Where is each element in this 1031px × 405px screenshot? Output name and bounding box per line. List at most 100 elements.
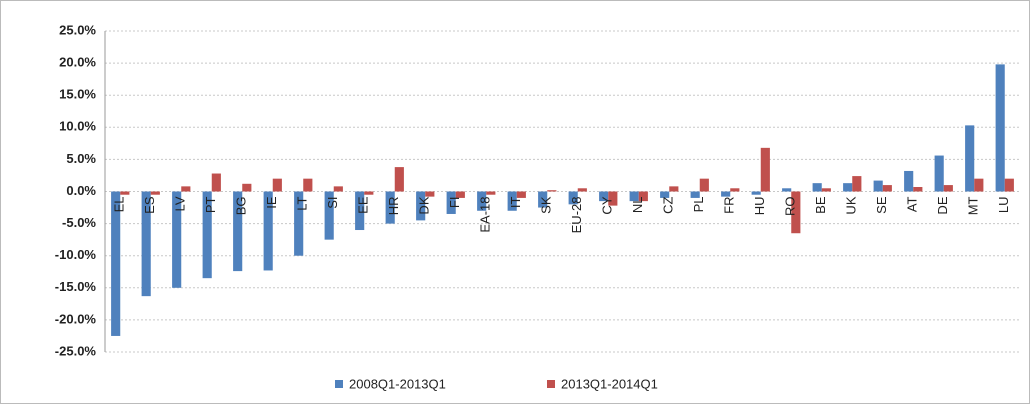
bar (355, 191, 365, 231)
y-tick-label: 5.0% (66, 151, 96, 166)
bar (455, 191, 465, 198)
bar (995, 64, 1005, 192)
bar (760, 147, 770, 192)
x-tick-label: SK (539, 196, 554, 214)
bar (416, 191, 426, 221)
legend-swatch (335, 380, 343, 388)
bar (843, 183, 853, 192)
x-tick-label: RO (783, 197, 798, 217)
bar (263, 191, 273, 271)
y-tick-label: -25.0% (55, 343, 97, 358)
x-tick-label: NL (630, 197, 645, 214)
bar (486, 191, 496, 195)
bar (516, 191, 526, 198)
bar (638, 191, 648, 202)
bar (150, 191, 160, 195)
bar (233, 191, 243, 272)
bar (873, 180, 883, 192)
bar (507, 191, 517, 211)
bar (446, 191, 456, 214)
bar (303, 178, 313, 192)
bar (782, 188, 792, 192)
x-tick-label: UK (844, 196, 859, 214)
bar (141, 191, 151, 297)
x-tick-label: PT (203, 196, 218, 213)
bar (385, 191, 395, 224)
y-tick-label: -5.0% (62, 215, 96, 230)
bar (1004, 178, 1014, 192)
bar (629, 191, 639, 202)
legend-label: 2008Q1-2013Q1 (349, 376, 446, 391)
bar (608, 191, 618, 206)
bar (699, 178, 709, 192)
bar (211, 173, 221, 192)
bar (172, 191, 182, 288)
bar (965, 125, 975, 192)
x-tick-label: IT (508, 196, 523, 208)
bar (272, 178, 282, 192)
bar (120, 191, 130, 195)
bar (547, 190, 557, 192)
bar (974, 178, 984, 192)
bar (730, 188, 740, 192)
bar (904, 170, 914, 192)
bar (425, 191, 435, 197)
x-tick-label: BE (813, 196, 828, 214)
y-tick-label: 25.0% (59, 22, 96, 37)
bar (181, 186, 191, 192)
x-tick-label: HR (386, 197, 401, 216)
x-tick-label: CY (600, 196, 615, 214)
bar (943, 185, 953, 192)
bar (324, 191, 334, 240)
bar (599, 191, 609, 202)
x-tick-label: SI (325, 197, 340, 209)
bar (202, 191, 212, 279)
y-tick-label: 20.0% (59, 55, 96, 70)
bar (111, 191, 121, 336)
bar (690, 191, 700, 198)
x-tick-label: EL (112, 197, 127, 213)
x-tick-label: EE (356, 196, 371, 214)
bar (721, 191, 731, 197)
x-tick-label: MT (966, 196, 981, 215)
x-tick-label: LU (996, 197, 1011, 214)
bar (751, 191, 761, 195)
x-tick-label: BG (234, 197, 249, 216)
bar (669, 186, 679, 192)
bar (568, 191, 578, 205)
bar (660, 191, 670, 198)
bar (242, 183, 252, 192)
bar (364, 191, 374, 195)
x-tick-label: AT (905, 196, 920, 212)
x-tick-label: IE (264, 196, 279, 209)
x-tick-label: DE (935, 196, 950, 214)
y-tick-label: -20.0% (55, 311, 97, 326)
x-tick-label: ES (142, 196, 157, 214)
bar (882, 185, 892, 192)
bar (821, 188, 831, 192)
bar (852, 176, 862, 192)
bar (333, 186, 343, 192)
bar (294, 191, 304, 256)
y-tick-label: -10.0% (55, 247, 97, 262)
x-tick-label: LV (173, 196, 188, 211)
x-tick-label: FR (722, 197, 737, 214)
x-tick-label: FI (447, 197, 462, 209)
bar (913, 187, 923, 192)
x-tick-label: DK (417, 196, 432, 214)
y-tick-label: 10.0% (59, 119, 96, 134)
x-tick-label: EU-28 (569, 197, 584, 234)
bar (791, 191, 801, 234)
legend-swatch (547, 380, 555, 388)
bar (477, 191, 487, 211)
x-tick-label: LT (295, 196, 310, 210)
bar (577, 188, 587, 192)
bar (538, 191, 548, 208)
legend-label: 2013Q1-2014Q1 (561, 376, 658, 391)
x-tick-label: EA-18 (478, 197, 493, 233)
bar (812, 183, 822, 192)
x-tick-label: PL (691, 197, 706, 213)
y-tick-label: 15.0% (59, 87, 96, 102)
x-tick-label: CZ (661, 196, 676, 213)
